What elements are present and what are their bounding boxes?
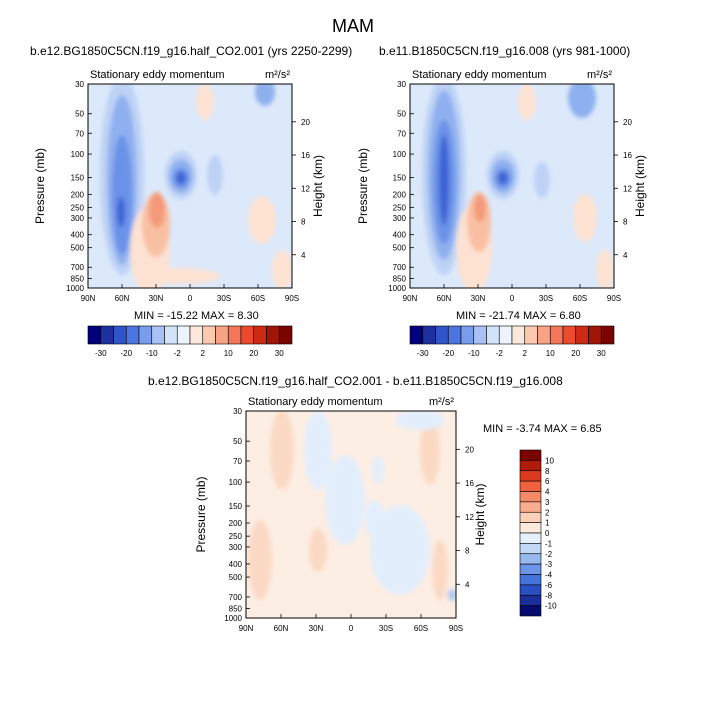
- y-tick-label: 150: [71, 174, 85, 183]
- colorbar-swatch: [189, 325, 204, 345]
- colorbar-swatch: [266, 325, 280, 345]
- y-tick-label: 200: [71, 190, 85, 199]
- x-tick-label: 60S: [251, 294, 265, 303]
- panel-title-top-right: b.e11.B1850C5CN.f19_g16.008 (yrs 981-100…: [379, 44, 631, 58]
- y2-tick-label: 16: [301, 151, 310, 160]
- stats-top-right: MIN = -21.74 MAX = 6.80: [456, 310, 581, 322]
- colorbar-swatch: [176, 325, 191, 345]
- y-tick-label: 300: [71, 214, 85, 223]
- y2-tick-label: 4: [301, 251, 306, 260]
- colorbar-swatch: [164, 325, 178, 345]
- colorbar-swatch: [253, 325, 267, 345]
- field-contours: [100, 84, 292, 288]
- colorbar-label: -30: [95, 349, 107, 358]
- colorbar-label: 30: [275, 349, 284, 358]
- y2-axis-label: Height (km): [311, 155, 325, 217]
- colorbar-label: 20: [249, 349, 258, 358]
- main-title: MAM: [332, 16, 374, 36]
- colorbar-swatch: [138, 325, 153, 345]
- colorbar-swatch: [202, 325, 216, 345]
- colorbar-swatch: [240, 325, 255, 345]
- y-tick-label: 850: [71, 275, 85, 284]
- x-tick-label: 30N: [149, 294, 164, 303]
- y2-tick-label: 12: [301, 184, 310, 193]
- units-label: m²/s²: [265, 69, 290, 81]
- colorbar-swatch: [87, 325, 102, 345]
- y2-tick-label: 20: [301, 118, 310, 127]
- colorbar-label: -10: [146, 349, 158, 358]
- y-tick-label: 250: [71, 203, 85, 212]
- x-tick-label: 90S: [285, 294, 299, 303]
- y-tick-label: 500: [71, 244, 85, 253]
- x-tick-label: 90N: [81, 294, 96, 303]
- panel-title-top-left: b.e12.BG1850C5CN.f19_g16.half_CO2.001 (y…: [30, 44, 353, 58]
- colorbar-label: 10: [224, 349, 233, 358]
- colorbar-swatch: [100, 325, 114, 345]
- y-axis-label: Pressure (mb): [33, 148, 47, 224]
- y-tick-label: 1000: [66, 284, 84, 293]
- y-tick-label: 400: [71, 231, 85, 240]
- y-tick-label: 70: [75, 129, 84, 138]
- colorbar-swatch: [113, 325, 127, 345]
- y2-tick-label: 8: [301, 218, 306, 227]
- colorbar-swatch: [125, 325, 140, 345]
- colorbar-label: -2: [174, 349, 182, 358]
- colorbar-swatch: [278, 325, 293, 345]
- colorbar-swatch: [227, 325, 242, 345]
- y-tick-label: 30: [75, 80, 84, 89]
- y-tick-label: 700: [71, 263, 85, 272]
- colorbar-label: 2: [201, 349, 206, 358]
- x-tick-label: 60N: [115, 294, 130, 303]
- plot-subtitle: Stationary eddy momentum: [90, 69, 225, 81]
- x-tick-label: 30S: [217, 294, 231, 303]
- stats-bottom: MIN = -3.74 MAX = 6.85: [483, 423, 602, 435]
- colorbar-label: -20: [120, 349, 132, 358]
- stats-top-left: MIN = -15.22 MAX = 8.30: [134, 310, 259, 322]
- x-tick-label: 0: [188, 294, 193, 303]
- colorbar-swatch: [215, 325, 229, 345]
- panel-title-bottom: b.e12.BG1850C5CN.f19_g16.half_CO2.001 - …: [148, 374, 563, 388]
- y-tick-label: 50: [75, 110, 84, 119]
- colorbar-swatch: [151, 325, 165, 345]
- y-tick-label: 100: [71, 150, 85, 159]
